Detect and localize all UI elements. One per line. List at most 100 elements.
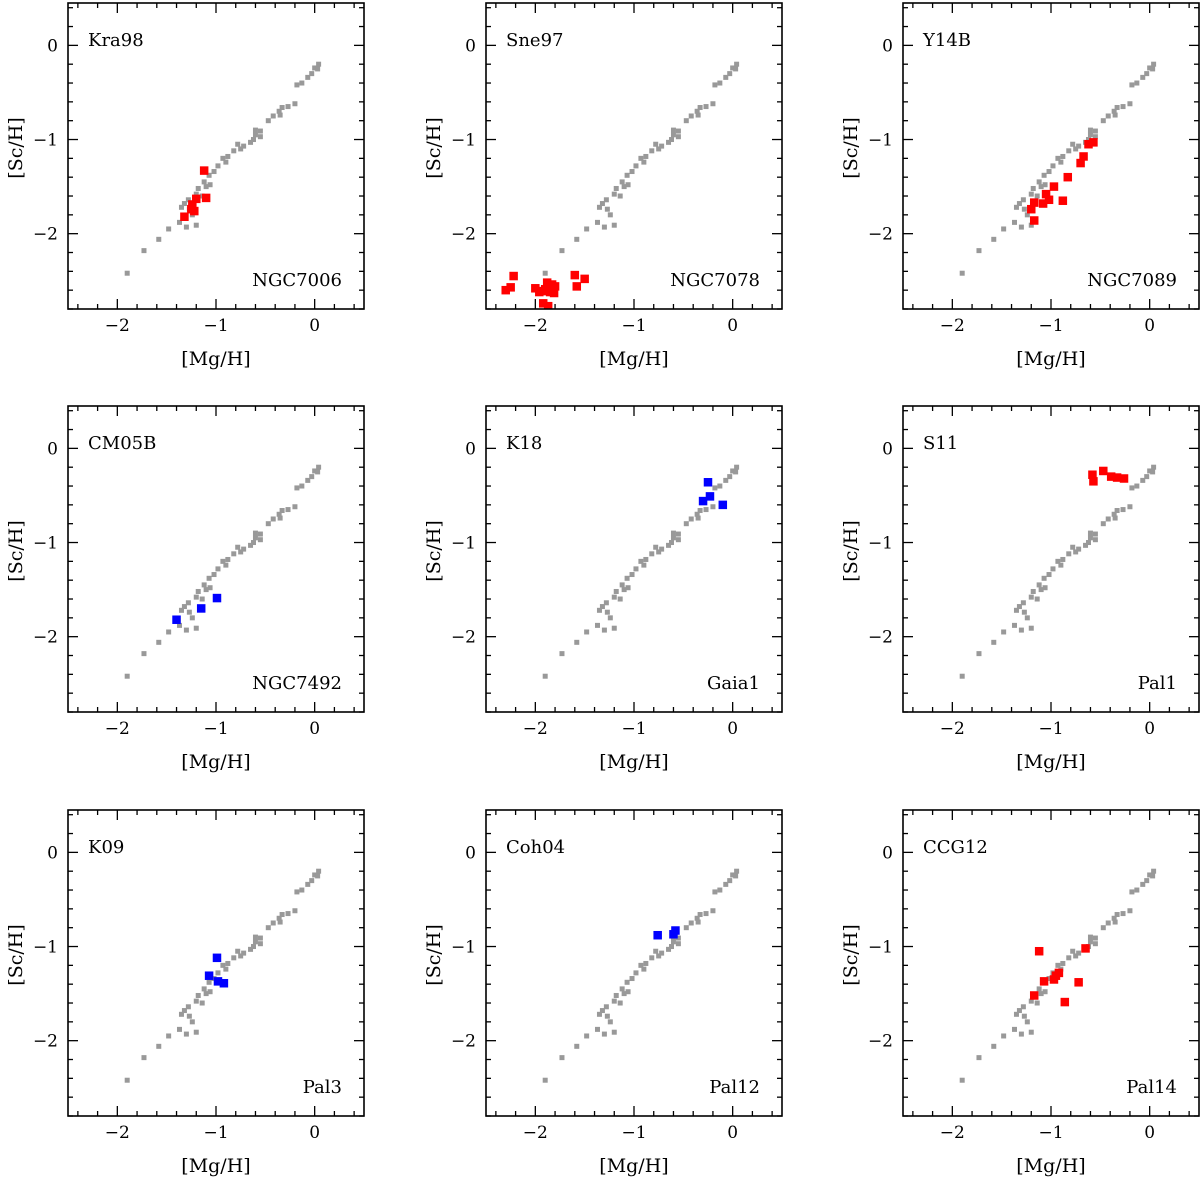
y-tick-label: 0 <box>882 36 893 56</box>
reference-point <box>633 566 639 572</box>
reference-point <box>252 530 258 536</box>
reference-point <box>594 1026 600 1032</box>
x-axis-label: [Mg/H] <box>599 348 668 370</box>
reference-point <box>976 1055 982 1061</box>
reference-point <box>675 128 681 134</box>
cluster-point <box>1049 182 1059 191</box>
reference-point <box>1144 878 1150 884</box>
reference-point <box>277 515 283 521</box>
reference-point <box>643 153 649 159</box>
reference-point <box>604 609 610 615</box>
x-tick-label: −1 <box>203 719 228 739</box>
x-axis-label: [Mg/H] <box>1016 751 1085 773</box>
reference-point <box>199 1000 205 1006</box>
reference-point <box>697 912 703 918</box>
reference-point <box>653 544 659 550</box>
cluster-point <box>1079 152 1088 161</box>
reference-point <box>1046 976 1052 982</box>
reference-points <box>959 464 1157 679</box>
cluster-point <box>1029 216 1039 225</box>
reference-point <box>1112 515 1118 521</box>
reference-point <box>250 944 256 950</box>
reference-point <box>599 604 605 610</box>
reference-point <box>1055 558 1061 564</box>
reference-point <box>1028 594 1034 600</box>
panel-pal14: −2 −1 0 0 −1 −2 [Mg/H] [Sc/H] CCG12 Pal14 <box>840 809 1200 1177</box>
reference-point <box>235 141 241 147</box>
reference-point <box>607 1019 613 1025</box>
reference-point <box>710 908 716 914</box>
reference-point <box>641 562 647 568</box>
reference-point <box>292 908 298 914</box>
reference-point <box>156 639 162 645</box>
reference-point <box>1151 61 1157 67</box>
cluster-point <box>199 166 209 175</box>
reference-point <box>675 134 681 140</box>
reference-point <box>292 504 298 510</box>
reference-point <box>675 537 681 543</box>
reference-point <box>1060 960 1066 966</box>
reference-point <box>257 128 263 134</box>
reference-point <box>596 607 602 613</box>
reference-point <box>717 887 723 893</box>
reference-point <box>670 132 676 138</box>
reference-point <box>185 197 191 203</box>
reference-point <box>1013 1011 1019 1017</box>
reference-point <box>1112 112 1118 118</box>
reference-point <box>231 955 237 961</box>
plot-frame <box>902 809 1200 1117</box>
x-axis-label: [Mg/H] <box>599 1155 668 1177</box>
panel-label: K18 <box>506 433 542 454</box>
reference-point <box>199 596 205 602</box>
y-tick-label: −2 <box>33 628 58 648</box>
cluster-name: NGC7078 <box>670 270 760 291</box>
reference-point <box>991 1043 997 1049</box>
reference-point <box>231 551 237 557</box>
x-tick-label: −2 <box>940 1123 965 1143</box>
reference-point <box>1087 127 1093 133</box>
reference-point <box>195 185 201 191</box>
panel-ngc7078: −2 −1 0 0 −1 −2 [Mg/H] [Sc/H] Sne97 NGC7078 <box>423 2 783 370</box>
reference-point <box>734 61 740 67</box>
y-tick-label: −2 <box>451 628 476 648</box>
reference-point <box>1087 530 1093 536</box>
reference-point <box>294 889 300 895</box>
reference-point <box>1001 1033 1007 1039</box>
reference-point <box>1034 193 1040 199</box>
reference-point <box>186 1013 192 1019</box>
reference-point <box>1036 582 1042 588</box>
reference-point <box>178 204 184 210</box>
reference-point <box>1066 551 1072 557</box>
panel-label: Y14B <box>922 30 971 51</box>
cluster-name: Pal14 <box>1126 1077 1177 1098</box>
x-tick-label: −1 <box>1038 1123 1063 1143</box>
reference-point <box>257 941 263 947</box>
reference-point <box>1114 912 1120 918</box>
reference-point <box>1105 113 1111 119</box>
reference-point <box>1060 556 1066 562</box>
reference-point <box>638 558 644 564</box>
y-axis-label: [Sc/H] <box>840 117 862 178</box>
reference-point <box>285 911 291 917</box>
reference-point <box>241 950 247 956</box>
reference-point <box>1076 950 1082 956</box>
cluster-point <box>212 593 222 603</box>
reference-point <box>1018 224 1024 230</box>
reference-point <box>991 639 997 645</box>
reference-point <box>277 112 283 118</box>
reference-point <box>1041 172 1047 178</box>
reference-point <box>675 941 681 947</box>
cluster-points <box>172 593 222 624</box>
reference-point <box>211 572 217 578</box>
cluster-points <box>204 953 229 988</box>
reference-point <box>617 596 623 602</box>
x-axis-label: [Mg/H] <box>1016 1155 1085 1177</box>
y-tick-label: −1 <box>451 938 476 958</box>
cluster-points <box>1027 138 1098 225</box>
reference-point <box>730 468 736 474</box>
reference-point <box>611 191 617 197</box>
reference-points <box>959 61 1157 276</box>
reference-point <box>1001 226 1007 232</box>
reference-point <box>688 516 694 522</box>
reference-point <box>312 65 318 71</box>
